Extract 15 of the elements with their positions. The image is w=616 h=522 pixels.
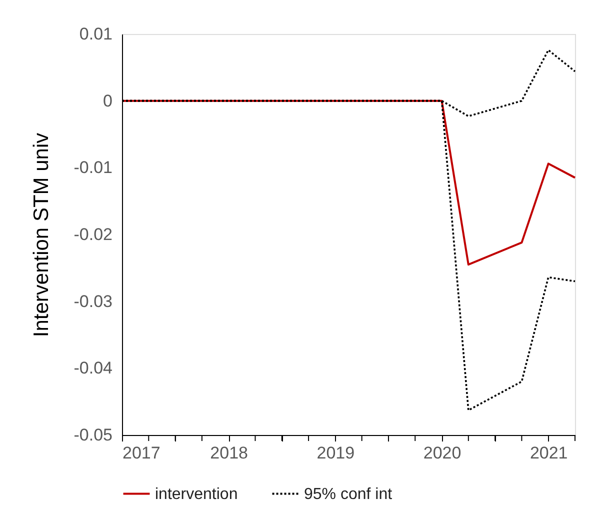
y-tick-label: -0.05 bbox=[74, 426, 112, 444]
x-tick-label: 2017 bbox=[122, 444, 160, 462]
legend-label: intervention bbox=[155, 486, 238, 503]
x-tick-label: 2018 bbox=[210, 444, 248, 462]
y-tick-label: 0 bbox=[103, 91, 112, 110]
legend-label: 95% conf int bbox=[304, 486, 393, 503]
y-tick-label: -0.02 bbox=[74, 225, 112, 244]
y-axis-title: Intervention STM univ bbox=[30, 132, 53, 338]
x-tick-label: 2019 bbox=[316, 444, 355, 462]
y-tick-label: 0.01 bbox=[79, 24, 112, 44]
y-tick-label: -0.04 bbox=[74, 358, 112, 378]
y-tick-label: -0.03 bbox=[74, 292, 112, 311]
y-tick-label: -0.01 bbox=[74, 158, 112, 178]
x-tick-label: 2020 bbox=[423, 444, 462, 462]
x-tick-label: 2021 bbox=[530, 444, 568, 462]
